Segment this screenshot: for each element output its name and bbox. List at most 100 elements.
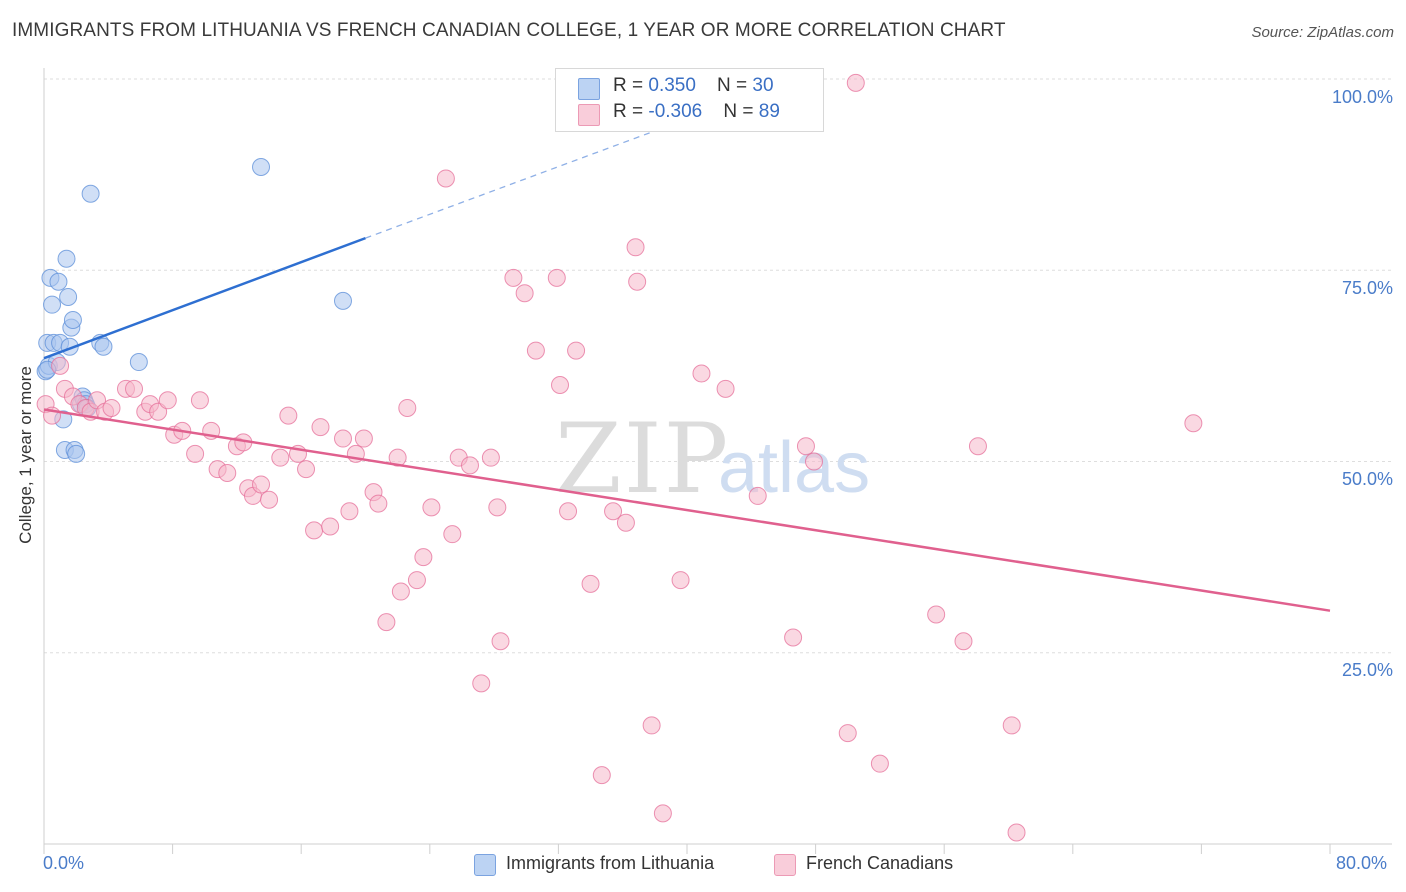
data-point	[526, 341, 545, 360]
legend-swatch-pink	[578, 104, 600, 126]
axes	[43, 68, 1392, 854]
data-point	[472, 674, 491, 693]
data-point	[422, 498, 441, 517]
data-point	[354, 429, 373, 448]
data-point	[515, 284, 534, 303]
data-point	[616, 513, 635, 532]
data-point	[102, 398, 121, 417]
y-tick-label-50: 50.0%	[1341, 469, 1393, 489]
data-point	[252, 157, 271, 176]
data-point	[504, 268, 523, 287]
data-point	[67, 444, 86, 463]
watermark: ZIP atlas	[555, 403, 870, 515]
data-point	[414, 548, 433, 567]
legend-stats: R = 0.350 N = 30	[613, 75, 774, 96]
series-french-canadians	[36, 73, 1203, 842]
data-point	[460, 456, 479, 475]
data-point	[581, 574, 600, 593]
trend-lines	[43, 70, 1331, 612]
data-point	[551, 376, 570, 394]
data-point	[488, 498, 507, 517]
data-point	[436, 169, 455, 188]
data-point	[559, 502, 578, 521]
y-axis-label: College, 1 year or more	[16, 366, 35, 544]
data-point	[125, 379, 144, 398]
data-point	[481, 448, 500, 467]
data-point	[369, 494, 388, 513]
gridlines	[44, 78, 1392, 654]
data-point	[305, 521, 324, 540]
legend-stats: R = -0.306 N = 89	[613, 101, 780, 122]
legend-label: Immigrants from Lithuania	[506, 853, 715, 873]
data-point	[954, 632, 973, 651]
data-point	[716, 379, 735, 398]
data-point	[748, 486, 767, 505]
data-point	[340, 502, 359, 521]
data-point	[57, 249, 76, 268]
data-point	[260, 490, 279, 509]
data-point	[547, 268, 566, 287]
data-point	[567, 341, 586, 360]
data-point	[158, 391, 177, 410]
data-point	[321, 517, 340, 536]
legend-label: French Canadians	[806, 853, 954, 873]
data-point	[49, 272, 68, 291]
data-point	[252, 475, 271, 494]
data-point	[491, 632, 510, 651]
data-point	[653, 804, 672, 823]
data-point	[443, 525, 462, 544]
data-point	[796, 437, 815, 456]
data-point	[81, 184, 100, 203]
data-point	[692, 364, 711, 383]
data-point	[968, 437, 987, 456]
y-tick-label-100: 100.0%	[1331, 87, 1393, 107]
data-point	[218, 463, 237, 482]
data-point	[642, 716, 661, 735]
data-point	[846, 73, 865, 92]
data-point	[407, 571, 426, 590]
data-point	[279, 406, 298, 425]
data-point	[927, 605, 946, 624]
data-point	[804, 452, 823, 471]
data-point	[1184, 414, 1203, 433]
data-point	[391, 582, 410, 601]
data-point	[388, 448, 407, 467]
data-point	[626, 238, 645, 257]
data-point	[271, 448, 290, 467]
data-point	[149, 402, 168, 421]
data-point	[838, 724, 857, 743]
data-point	[671, 571, 690, 590]
data-point	[190, 391, 209, 410]
data-point	[398, 398, 417, 417]
data-point	[377, 613, 396, 632]
data-point	[1007, 823, 1026, 842]
data-point	[784, 628, 803, 647]
data-point	[59, 288, 78, 307]
data-point	[43, 295, 62, 314]
data-point	[129, 353, 148, 372]
x-tick-label-max: 80.0%	[1336, 853, 1388, 873]
data-point	[186, 444, 205, 463]
data-point	[628, 272, 647, 291]
legend-swatch-blue	[578, 78, 600, 100]
watermark-atlas: atlas	[718, 428, 870, 508]
correlation-legend: R = 0.350 N = 30 R = -0.306 N = 89	[555, 68, 824, 132]
source-credit: Source: ZipAtlas.com	[1251, 24, 1394, 41]
data-point	[297, 460, 316, 479]
series-legend: Immigrants from Lithuania French Canadia…	[0, 852, 1406, 878]
data-point	[604, 502, 623, 521]
legend-swatch-pink	[774, 854, 796, 876]
trend-line-french-canadians	[43, 408, 1331, 612]
data-point	[311, 418, 330, 437]
trend-line-lithuania	[43, 236, 366, 360]
legend-swatch-blue	[474, 854, 496, 876]
data-point	[870, 754, 889, 773]
data-point	[63, 310, 82, 329]
watermark-zip: ZIP	[555, 403, 730, 515]
data-point	[51, 356, 70, 375]
chart-title: IMMIGRANTS FROM LITHUANIA VS FRENCH CANA…	[12, 20, 1006, 41]
x-tick-label-min: 0.0%	[43, 853, 85, 873]
data-point	[94, 337, 113, 356]
y-tick-label-25: 25.0%	[1341, 660, 1393, 680]
